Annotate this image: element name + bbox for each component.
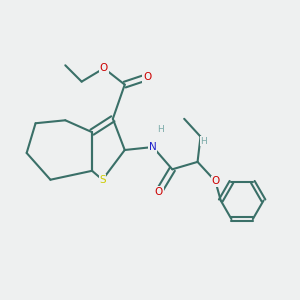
Text: S: S bbox=[99, 175, 106, 185]
Text: O: O bbox=[143, 72, 151, 82]
Text: O: O bbox=[211, 176, 220, 186]
Text: N: N bbox=[149, 142, 157, 152]
Text: O: O bbox=[155, 187, 163, 196]
Text: H: H bbox=[157, 125, 164, 134]
Text: O: O bbox=[100, 63, 108, 73]
Text: H: H bbox=[200, 136, 207, 146]
